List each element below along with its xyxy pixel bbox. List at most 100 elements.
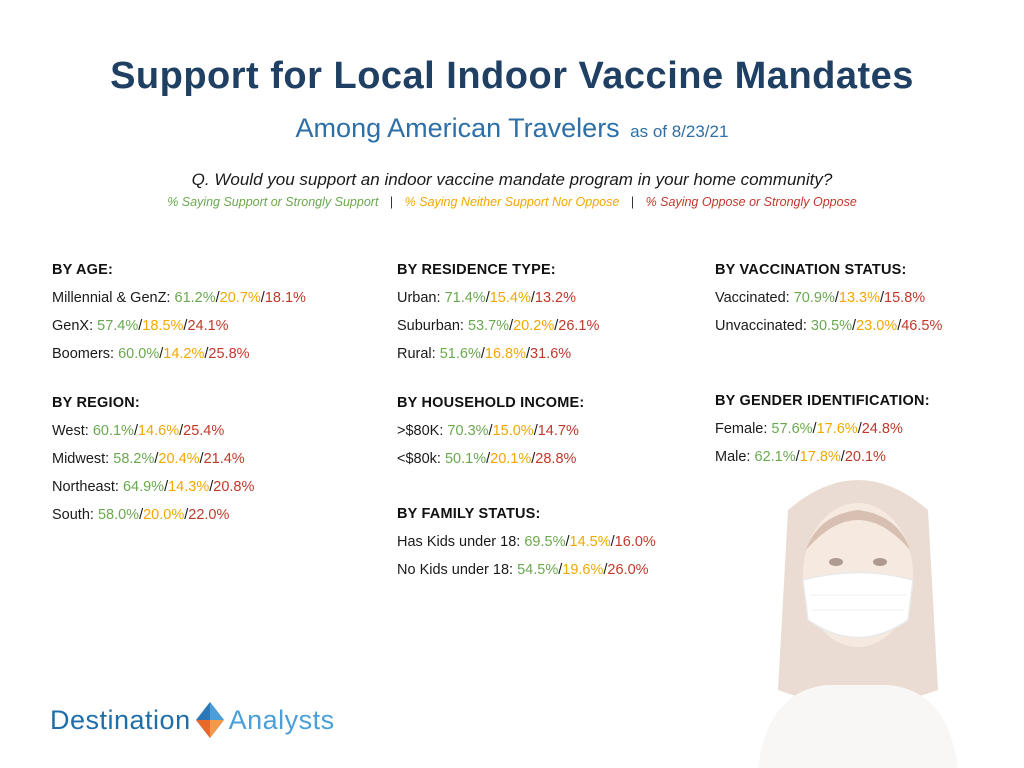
oppose-value: 14.7%: [537, 423, 579, 439]
support-value: 30.5%: [810, 318, 853, 334]
subtitle-date: as of 8/23/21: [630, 122, 729, 141]
support-value: 69.5%: [524, 534, 566, 550]
support-value: 60.1%: [92, 423, 134, 439]
neither-value: 23.0%: [856, 318, 898, 334]
value-separator: /: [554, 318, 559, 334]
row-label: No Kids under 18:: [397, 562, 514, 578]
row-label: Northeast:: [52, 479, 119, 495]
oppose-value: 25.4%: [183, 423, 225, 439]
logo-word-destination: Destination: [50, 704, 191, 735]
oppose-value: 24.1%: [187, 318, 229, 334]
stat-row: Rural: 51.6%/16.8%/31.6%: [397, 346, 599, 362]
neither-value: 20.1%: [490, 451, 532, 467]
value-separator: /: [852, 318, 857, 334]
section-header: BY HOUSEHOLD INCOME:: [397, 395, 585, 411]
legend-separator: |: [389, 195, 394, 209]
oppose-value: 18.1%: [264, 290, 306, 306]
value-separator: /: [199, 451, 204, 467]
support-value: 64.9%: [122, 479, 165, 495]
support-value: 57.4%: [97, 318, 139, 334]
support-value: 70.9%: [793, 290, 835, 306]
section-header: BY VACCINATION STATUS:: [715, 262, 907, 278]
value-separator: /: [812, 421, 817, 437]
stat-row: Millennial & GenZ: 61.2%/20.7%/18.1%: [52, 290, 306, 306]
legend: % Saying Support or Strongly Support | %…: [0, 195, 1024, 209]
value-separator: /: [533, 423, 538, 439]
value-separator: /: [603, 562, 608, 578]
stat-row: South: 58.0%/20.0%/22.0%: [52, 507, 254, 523]
section-vaccination: BY VACCINATION STATUS: Vaccinated: 70.9%/…: [715, 262, 942, 346]
neither-value: 17.8%: [799, 449, 841, 465]
row-label: Female:: [715, 421, 768, 437]
oppose-value: 26.1%: [558, 318, 600, 334]
support-value: 57.6%: [771, 421, 813, 437]
value-separator: /: [530, 290, 535, 306]
value-separator: /: [485, 290, 490, 306]
section-header: BY FAMILY STATUS:: [397, 506, 541, 522]
oppose-value: 21.4%: [203, 451, 245, 467]
logo-word-analysts: Analysts: [228, 704, 335, 735]
row-label: Rural:: [397, 346, 436, 362]
value-separator: /: [897, 318, 902, 334]
page-title: Support for Local Indoor Vaccine Mandate…: [110, 55, 914, 97]
oppose-value: 25.8%: [208, 346, 250, 362]
oppose-value: 20.1%: [844, 449, 886, 465]
stat-row: Midwest: 58.2%/20.4%/21.4%: [52, 451, 254, 467]
neither-value: 14.3%: [168, 479, 210, 495]
value-separator: /: [184, 507, 189, 523]
stat-row: Female: 57.6%/17.6%/24.8%: [715, 421, 930, 437]
stat-row: Unvaccinated: 30.5%/23.0%/46.5%: [715, 318, 942, 334]
value-separator: /: [840, 449, 845, 465]
row-label: <$80k:: [397, 451, 441, 467]
stat-row: Urban: 71.4%/15.4%/13.2%: [397, 290, 599, 306]
row-label: Unvaccinated:: [715, 318, 807, 334]
section-residence: BY RESIDENCE TYPE: Urban: 71.4%/15.4%/13.…: [397, 262, 599, 374]
row-label: Urban:: [397, 290, 441, 306]
oppose-value: 15.8%: [884, 290, 926, 306]
oppose-value: 13.2%: [534, 290, 576, 306]
neither-value: 20.2%: [513, 318, 555, 334]
row-label: Vaccinated:: [715, 290, 790, 306]
row-label: West:: [52, 423, 89, 439]
value-separator: /: [488, 423, 493, 439]
section-header: BY AGE:: [52, 262, 114, 278]
support-value: 71.4%: [444, 290, 486, 306]
row-label: Boomers:: [52, 346, 115, 362]
support-value: 60.0%: [118, 346, 160, 362]
neither-value: 15.0%: [492, 423, 534, 439]
value-separator: /: [857, 421, 862, 437]
value-separator: /: [133, 423, 138, 439]
stat-row: Vaccinated: 70.9%/13.3%/15.8%: [715, 290, 942, 306]
support-value: 51.6%: [439, 346, 481, 362]
row-label: >$80K:: [397, 423, 444, 439]
oppose-value: 22.0%: [188, 507, 230, 523]
support-value: 58.0%: [97, 507, 140, 523]
page-subtitle: Among American Travelers as of 8/23/21: [0, 113, 1024, 144]
survey-question: Q. Would you support an indoor vaccine m…: [191, 170, 833, 189]
value-separator: /: [834, 290, 839, 306]
stat-row: Male: 62.1%/17.8%/20.1%: [715, 449, 930, 465]
stat-row: West: 60.1%/14.6%/25.4%: [52, 423, 254, 439]
value-separator: /: [565, 534, 570, 550]
neither-value: 14.6%: [137, 423, 180, 439]
neither-value: 20.0%: [143, 507, 185, 523]
subtitle-main: Among American Travelers: [295, 113, 620, 143]
oppose-value: 31.6%: [530, 346, 572, 362]
oppose-value: 20.8%: [213, 479, 255, 495]
value-separator: /: [526, 346, 531, 362]
support-value: 54.5%: [517, 562, 559, 578]
value-separator: /: [480, 346, 485, 362]
stat-row: Boomers: 60.0%/14.2%/25.8%: [52, 346, 306, 362]
oppose-value: 26.0%: [607, 562, 649, 578]
oppose-value: 16.0%: [614, 534, 656, 550]
destination-analysts-logo: Destination Analysts: [50, 700, 335, 740]
neither-value: 18.5%: [142, 318, 184, 334]
value-separator: /: [138, 318, 143, 334]
section-region: BY REGION: West: 60.1%/14.6%/25.4% Midwest…: [52, 395, 254, 535]
neither-value: 20.4%: [158, 451, 200, 467]
value-separator: /: [260, 290, 265, 306]
oppose-value: 46.5%: [901, 318, 943, 334]
support-value: 61.2%: [174, 290, 216, 306]
row-label: GenX:: [52, 318, 94, 334]
value-separator: /: [558, 562, 563, 578]
